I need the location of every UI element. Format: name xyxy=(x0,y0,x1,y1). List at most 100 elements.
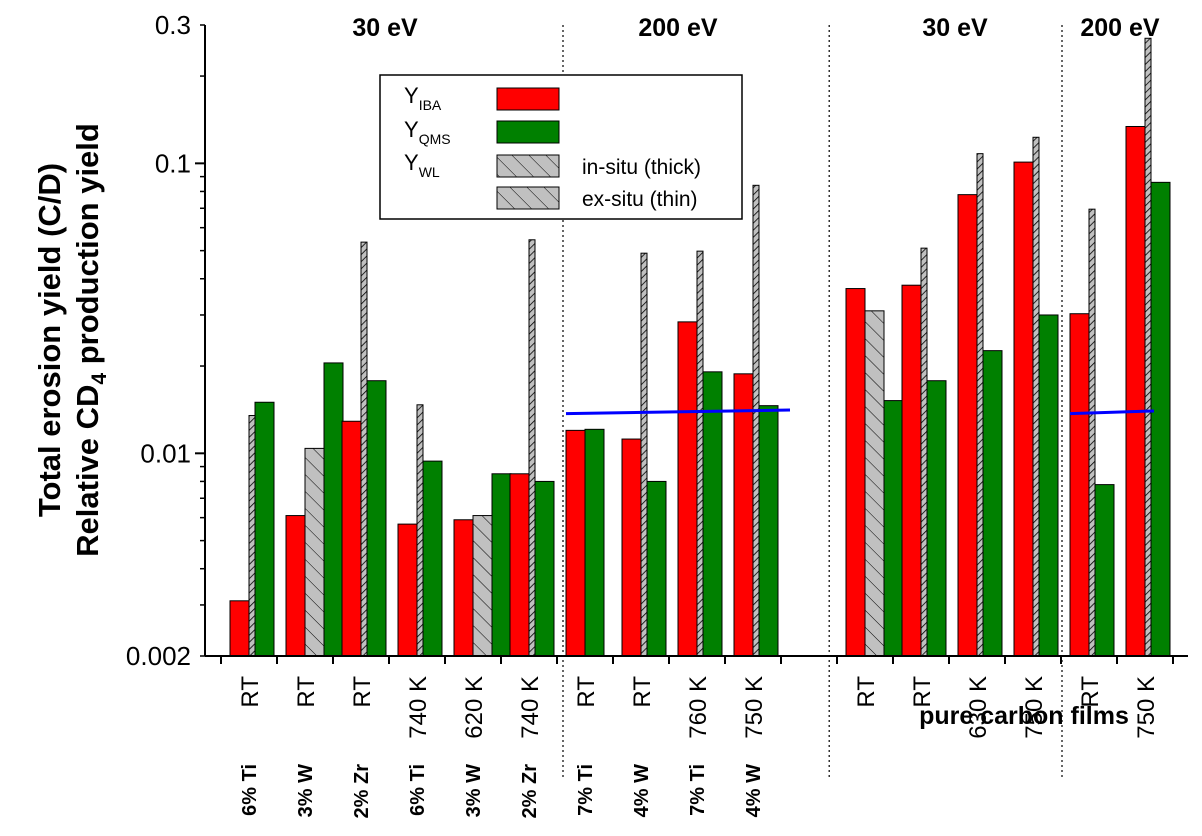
legend-series-main-iba: Y xyxy=(404,83,419,108)
temp-label-2: RT xyxy=(349,676,376,708)
bar-qms-11 xyxy=(883,400,904,657)
bar-iba-16 xyxy=(1125,125,1146,657)
material-label-7: 4% W xyxy=(631,764,653,817)
group-label-2: 30 eV xyxy=(922,14,988,42)
legend-series-sub-qms: QMS xyxy=(419,131,451,147)
legend-swatch-insitu xyxy=(496,154,560,178)
bar-wl-1 xyxy=(304,447,325,657)
y-axis-label-line2-sub: 4 xyxy=(88,373,111,385)
bar-iba-15 xyxy=(1069,313,1090,657)
bar-wl-15 xyxy=(1088,208,1096,657)
bar-qms-9 xyxy=(758,405,779,657)
temp-label-9: 750 K xyxy=(741,676,768,739)
bar-wl-0 xyxy=(248,415,256,657)
temp-label-7: RT xyxy=(629,676,656,708)
bar-qms-13 xyxy=(982,350,1003,657)
y-axis-label-line2-pre: Relative CD xyxy=(70,385,105,557)
legend-series-sub-iba: IBA xyxy=(419,97,442,113)
bar-iba-12 xyxy=(901,284,922,657)
bar-qms-4 xyxy=(491,473,512,657)
bar-qms-16 xyxy=(1150,181,1171,657)
temp-label-1: RT xyxy=(293,676,320,708)
y-tick-label-0: 0.002 xyxy=(126,641,191,671)
bar-iba-4 xyxy=(453,519,474,657)
legend-series-label-iba: YIBA xyxy=(404,83,442,113)
y-axis-label-line1: Total erosion yield (C/D) xyxy=(32,163,67,517)
bar-iba-0 xyxy=(229,600,250,657)
category-labels: RT 6% Ti RT 3% W RT 2% Zr 740 K 6% Ti 620 K 3% W 7… xyxy=(237,676,1160,819)
temp-label-0: RT xyxy=(237,676,264,708)
bar-iba-13 xyxy=(957,194,978,657)
bar-iba-8 xyxy=(677,321,698,657)
bar-qms-1 xyxy=(323,362,344,657)
legend-swatch-exsitu xyxy=(496,186,560,210)
bar-qms-14 xyxy=(1038,314,1059,657)
temp-label-15: RT xyxy=(1077,676,1104,708)
temp-label-14: 750 K xyxy=(1021,676,1048,739)
bar-iba-3 xyxy=(397,523,418,657)
bar-qms-6 xyxy=(584,428,605,657)
bar-wl-2 xyxy=(360,241,368,657)
material-label-1: 3% W xyxy=(295,764,317,817)
bar-qms-12 xyxy=(926,380,947,657)
temp-label-6: RT xyxy=(573,676,600,708)
legend-series-main-wl: Y xyxy=(404,150,419,175)
material-label-8: 7% Ti xyxy=(687,764,709,816)
bar-wl-11 xyxy=(864,310,885,657)
legend-entry-insitu: in-situ (thick) xyxy=(582,156,701,179)
y-tick-label-3: 0.3 xyxy=(155,10,191,40)
group-label-1: 200 eV xyxy=(638,14,718,42)
fit-lines xyxy=(565,408,1155,416)
temp-label-13: 630 K xyxy=(965,676,992,739)
temp-label-8: 760 K xyxy=(685,676,712,739)
axes: 0.002 0.01 0.1 0.3 xyxy=(126,10,1188,671)
bar-iba-14 xyxy=(1013,161,1034,657)
bar-wl-16 xyxy=(1144,37,1152,657)
y-axis-label-line2: Relative CD4 production yield xyxy=(70,123,111,557)
bar-iba-7 xyxy=(621,438,642,657)
material-label-6: 7% Ti xyxy=(575,764,597,816)
bar-wl-7 xyxy=(640,252,648,657)
pure-carbon-label: pure carbon films xyxy=(919,702,1129,730)
y-axis-label: Total erosion yield (C/D) Relative CD4 p… xyxy=(32,123,111,557)
bar-wl-3 xyxy=(416,404,424,657)
bar-qms-3 xyxy=(422,460,443,657)
material-label-9: 4% W xyxy=(743,764,765,817)
temp-label-11: RT xyxy=(853,676,880,708)
group-label-3: 200 eV xyxy=(1080,14,1160,42)
bar-wl-9 xyxy=(752,184,760,657)
bar-wl-5 xyxy=(528,239,536,657)
temp-label-16: 750 K xyxy=(1133,676,1160,739)
bar-qms-7 xyxy=(646,480,667,657)
legend-swatch-qms xyxy=(496,120,560,144)
fit-line-0 xyxy=(565,408,791,416)
bar-iba-6 xyxy=(565,429,586,657)
legend-series-main-qms: Y xyxy=(404,117,419,142)
temp-label-5: 740 K xyxy=(517,676,544,739)
group-label-0: 30 eV xyxy=(352,14,418,42)
bar-qms-5 xyxy=(534,480,555,657)
y-tick-label-2: 0.1 xyxy=(155,148,191,178)
temp-label-4: 620 K xyxy=(461,676,488,739)
temp-label-3: 740 K xyxy=(405,676,432,739)
bar-iba-5 xyxy=(509,473,530,657)
legend-swatch-iba xyxy=(496,87,560,111)
legend-box xyxy=(379,74,743,220)
bar-qms-0 xyxy=(254,401,275,657)
bar-qms-2 xyxy=(366,380,387,657)
temp-label-12: RT xyxy=(909,676,936,708)
legend-series-label-wl: YWL xyxy=(404,150,440,180)
bar-qms-15 xyxy=(1094,484,1115,657)
bar-wl-13 xyxy=(976,153,984,657)
bar-iba-1 xyxy=(285,515,306,657)
material-label-4: 3% W xyxy=(463,764,485,817)
bars xyxy=(229,37,1171,657)
legend-series-sub-wl: WL xyxy=(419,164,440,180)
material-label-2: 2% Zr xyxy=(351,764,373,819)
group-labels: 30 eV 200 eV 30 eV 200 eV xyxy=(352,14,1160,42)
material-label-3: 6% Ti xyxy=(407,764,429,816)
bar-wl-12 xyxy=(920,247,928,657)
y-tick-label-1: 0.01 xyxy=(140,438,191,468)
